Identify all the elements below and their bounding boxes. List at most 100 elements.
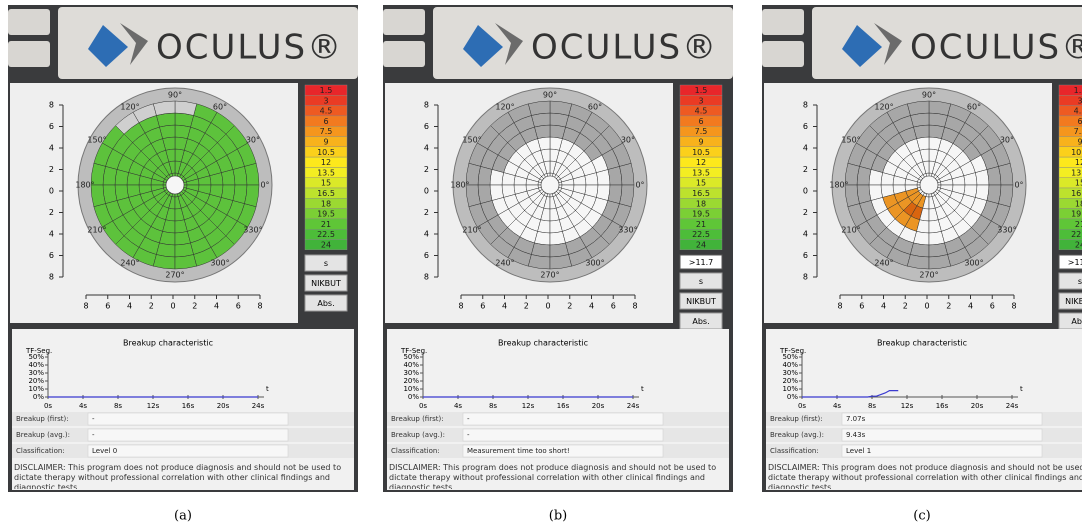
screen-panel: OCULUS®90°60°30°0°330°300°270°240°210°18… xyxy=(383,5,733,492)
map-cell xyxy=(159,231,175,245)
field-label: Breakup (first): xyxy=(16,415,69,423)
map-cell xyxy=(608,185,622,204)
mode-button-label[interactable]: Abs. xyxy=(1071,317,1082,326)
field-box xyxy=(463,429,663,441)
breakup-x-label: t xyxy=(266,385,269,393)
map-cell xyxy=(153,255,175,269)
x-tick-label: 0s xyxy=(798,402,806,410)
angle-label: 240° xyxy=(874,258,893,267)
scale-label: 19.5 xyxy=(1071,210,1082,219)
angle-label: 30° xyxy=(246,136,260,145)
map-cell xyxy=(929,101,951,115)
scale-label: 1.5 xyxy=(320,86,333,95)
y-tick-label: 50% xyxy=(28,353,44,361)
y-tick-label: 8 xyxy=(424,101,429,110)
x-tick-label: 2 xyxy=(946,302,951,311)
x-tick-label: 0 xyxy=(545,302,550,311)
x-tick-label: 16s xyxy=(936,402,949,410)
x-tick-label: 4 xyxy=(881,302,886,311)
x-tick-label: 8 xyxy=(458,302,463,311)
map-cell xyxy=(910,243,929,257)
field-box xyxy=(842,413,1042,425)
x-tick-label: 6 xyxy=(236,302,241,311)
scale-label: 12 xyxy=(696,158,706,167)
y-tick-label: 20% xyxy=(403,377,419,385)
x-tick-label: 24s xyxy=(252,402,265,410)
scale-label: 9 xyxy=(1077,138,1082,147)
field-box xyxy=(842,445,1042,457)
map-cell xyxy=(245,163,259,185)
scale-label: 9 xyxy=(323,138,328,147)
scale-label: 24 xyxy=(696,241,706,250)
mode-button-label[interactable]: NIKBUT xyxy=(311,279,341,288)
angle-label: 210° xyxy=(87,226,106,235)
field-label: Classification: xyxy=(391,447,440,455)
mode-button-label[interactable]: s xyxy=(699,277,703,286)
scale-label: 12 xyxy=(1075,158,1082,167)
x-tick-label: 6 xyxy=(990,302,995,311)
scale-label: 24 xyxy=(1075,241,1082,250)
mode-button-label[interactable]: Abs. xyxy=(692,317,709,326)
map-cell xyxy=(987,185,1001,204)
center-circle xyxy=(166,176,184,194)
scale-label: 24 xyxy=(321,241,331,250)
y-tick-label: 8 xyxy=(803,101,808,110)
x-tick-label: 4s xyxy=(79,402,87,410)
angle-label: 300° xyxy=(585,258,604,267)
angle-label: 210° xyxy=(841,226,860,235)
mode-button-label[interactable]: NIKBUT xyxy=(686,297,716,306)
scale-label: 3 xyxy=(1077,96,1082,105)
angle-label: 60° xyxy=(967,103,981,112)
disclaimer-box: DISCLAIMER: This program does not produc… xyxy=(14,463,352,489)
scale-label: 19.5 xyxy=(317,210,335,219)
x-tick-label: 8s xyxy=(868,402,876,410)
y-tick-label: 30% xyxy=(403,369,419,377)
map-cell xyxy=(478,166,492,185)
mode-button-label[interactable]: s xyxy=(1078,277,1082,286)
scale-label: 13.5 xyxy=(692,168,710,177)
scale-label: 19.5 xyxy=(692,210,710,219)
map-cell xyxy=(620,163,634,185)
angle-label: 30° xyxy=(621,136,635,145)
y-tick-label: 0 xyxy=(424,187,429,196)
panel-caption: (b) xyxy=(549,509,567,524)
map-cell xyxy=(907,255,929,269)
scale-label: 7.5 xyxy=(695,127,708,136)
menu-button[interactable] xyxy=(762,9,804,35)
field-box xyxy=(842,429,1042,441)
y-tick-label: 40% xyxy=(782,361,798,369)
x-tick-label: 2 xyxy=(903,302,908,311)
menu-button[interactable] xyxy=(8,41,50,67)
menu-button[interactable] xyxy=(8,9,50,35)
nikbut-value: >11.6 xyxy=(1068,258,1082,267)
x-tick-label: 4s xyxy=(833,402,841,410)
disclaimer: DISCLAIMER: This program does not produc… xyxy=(389,463,727,489)
x-tick-label: 6 xyxy=(611,302,616,311)
x-tick-label: 2 xyxy=(192,302,197,311)
y-tick-label: 10% xyxy=(403,385,419,393)
menu-button[interactable] xyxy=(762,41,804,67)
y-tick-label: 4 xyxy=(803,144,808,153)
menu-button[interactable] xyxy=(383,41,425,67)
disclaimer: DISCLAIMER: This program does not produc… xyxy=(14,463,352,489)
y-tick-label: 6 xyxy=(49,122,54,131)
nikbut-value: >11.7 xyxy=(689,258,714,267)
field-value: 7.07s xyxy=(846,415,866,423)
x-tick-label: 4 xyxy=(589,302,594,311)
map-cell xyxy=(620,185,634,207)
menu-button[interactable] xyxy=(383,9,425,35)
field-box xyxy=(463,413,663,425)
map-cell xyxy=(245,185,259,207)
x-tick-label: 8 xyxy=(257,302,262,311)
mode-button-label[interactable]: NIKBUT xyxy=(1065,297,1082,306)
mode-button-label[interactable]: s xyxy=(324,259,328,268)
x-tick-label: 0s xyxy=(419,402,427,410)
scale-label: 16.5 xyxy=(1071,189,1082,198)
angle-label: 300° xyxy=(210,258,229,267)
y-tick-label: 50% xyxy=(782,353,798,361)
y-tick-label: 8 xyxy=(49,101,54,110)
breakup-title: Breakup characteristic xyxy=(498,339,588,348)
mode-button-label[interactable]: Abs. xyxy=(317,299,334,308)
x-tick-label: 6 xyxy=(105,302,110,311)
x-tick-label: 8 xyxy=(1011,302,1016,311)
